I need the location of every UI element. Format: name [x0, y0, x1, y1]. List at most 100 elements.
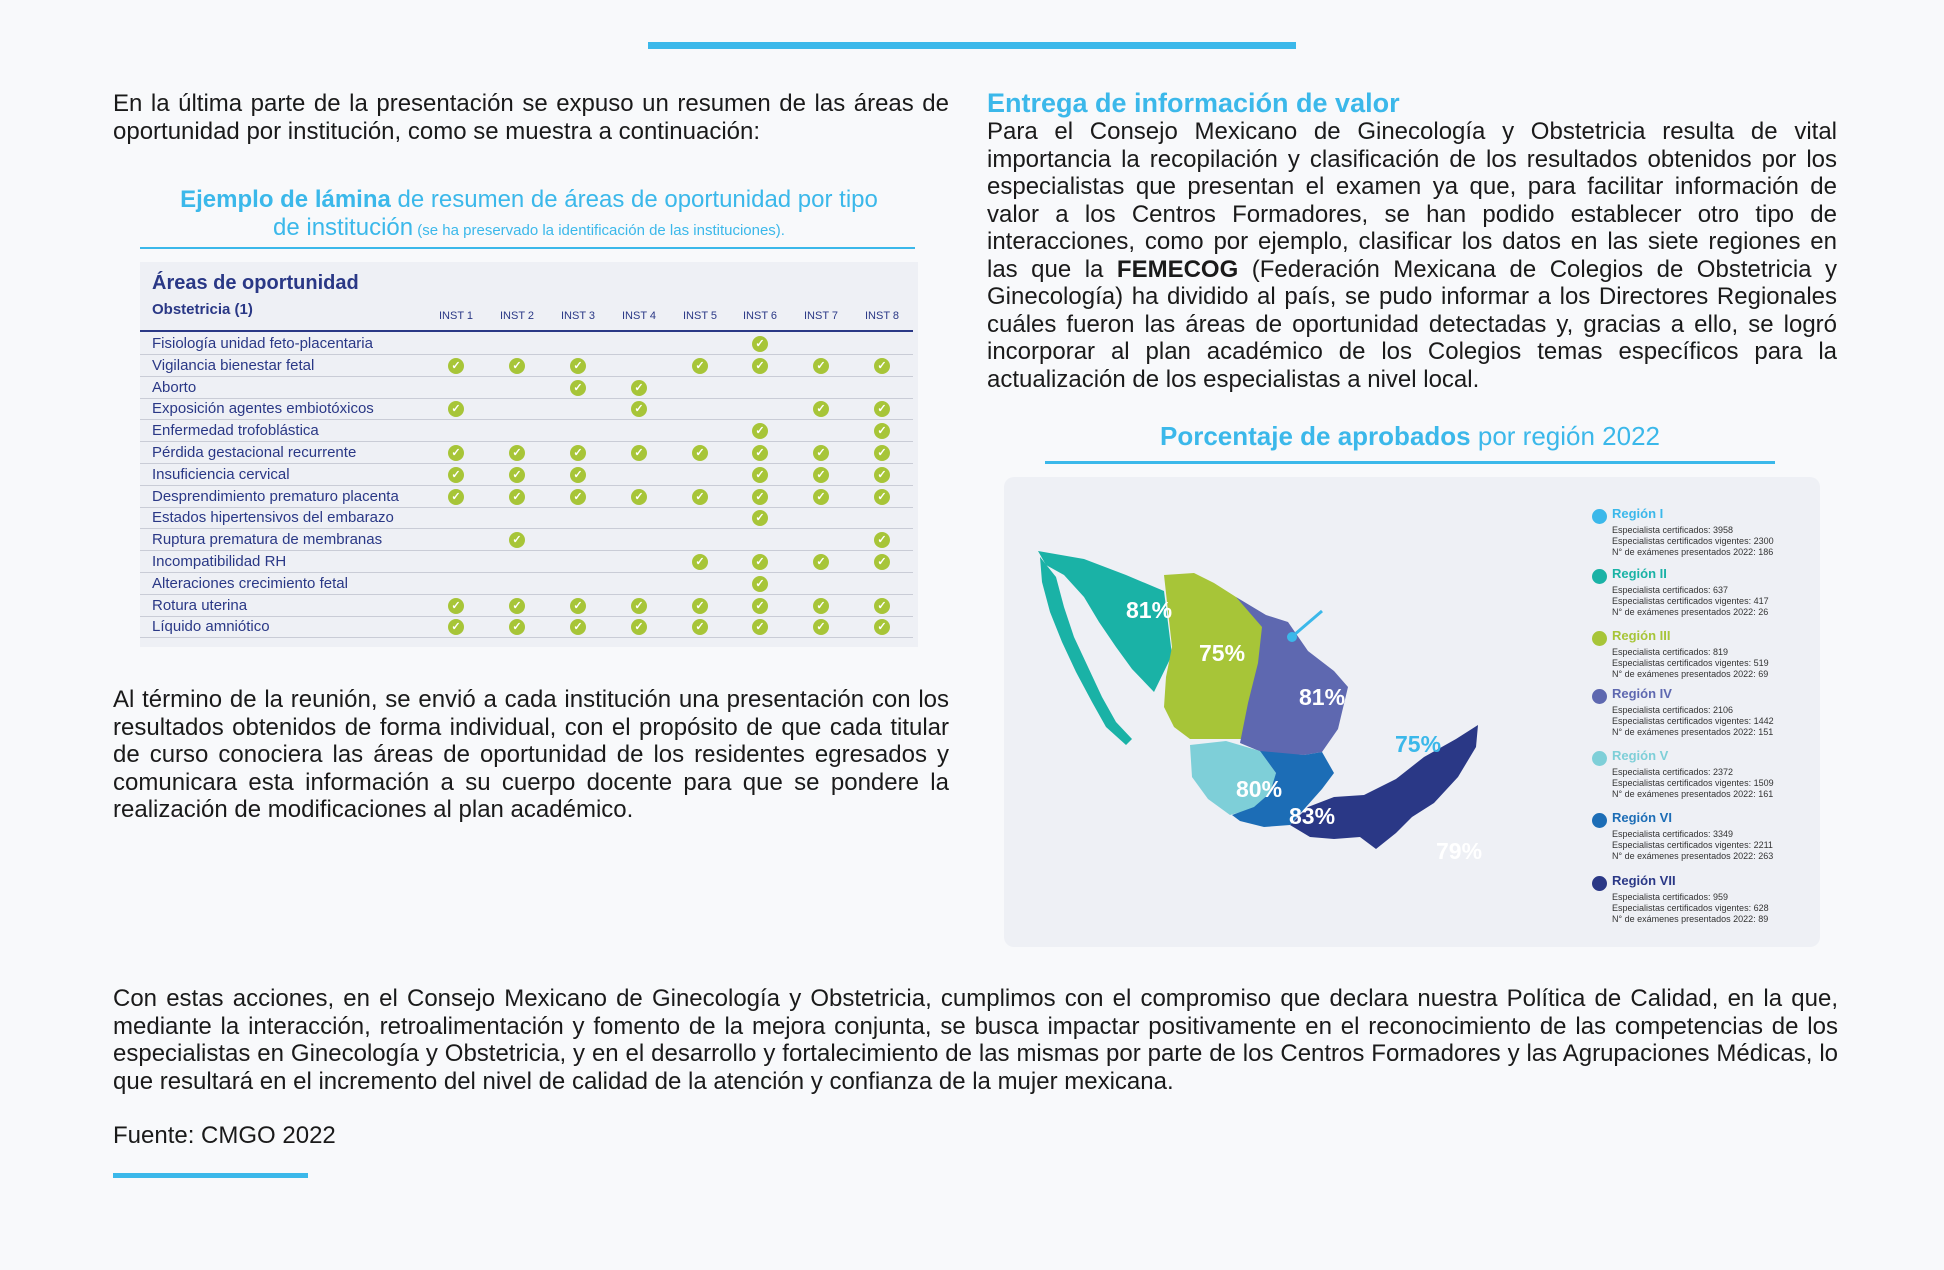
legend-dot-icon — [1592, 631, 1607, 646]
check-icon: ✓ — [752, 488, 768, 505]
row-label: Desprendimiento prematuro placenta — [152, 487, 399, 505]
table-row: Rotura uterina ✓ ✓ ✓ ✓ ✓ ✓ ✓ ✓ — [140, 595, 913, 617]
row-label: Rotura uterina — [152, 596, 248, 614]
map-region-v[interactable] — [1190, 741, 1276, 815]
map-pct-region-6: 83% — [1289, 803, 1336, 829]
map-region-iii[interactable] — [1164, 573, 1266, 739]
table-row: Incompatibilidad RH ✓ ✓ ✓ ✓ — [140, 551, 913, 573]
row-label: Fisiología unidad feto-placentaria — [152, 335, 373, 352]
check-icon: ✓ — [813, 357, 829, 374]
check-icon: ✓ — [692, 597, 708, 614]
check-icon: ✓ — [692, 357, 708, 374]
check-icon: ✓ — [752, 510, 768, 527]
check-icon: ✓ — [874, 619, 890, 636]
section-paragraph: Para el Consejo Mexicano de Ginecología … — [987, 118, 1837, 393]
map-baja-peninsula[interactable] — [1040, 557, 1132, 745]
check-icon: ✓ — [813, 619, 829, 636]
legend-stat: Especialistas certificados vigentes: 628 — [1612, 903, 1769, 913]
check-icon: ✓ — [874, 401, 890, 418]
table-row: Alteraciones crecimiento fetal ✓ — [140, 573, 913, 595]
check-icon: ✓ — [448, 466, 464, 483]
table-subtitle: Obstetricia (1) — [152, 301, 253, 318]
map-caption-rest: por región 2022 — [1470, 421, 1661, 451]
check-icon: ✓ — [448, 488, 464, 505]
table-row: Líquido amniótico ✓ ✓ ✓ ✓ ✓ ✓ ✓ ✓ — [140, 616, 913, 639]
column-header: INST 8 — [864, 310, 900, 322]
check-icon: ✓ — [874, 488, 890, 505]
legend-region-name: Región III — [1612, 628, 1671, 643]
check-icon: ✓ — [813, 466, 829, 483]
check-icon: ✓ — [509, 357, 525, 374]
check-icon: ✓ — [631, 488, 647, 505]
table-row: Enfermedad trofoblástica ✓ ✓ — [140, 420, 913, 443]
legend-stat: Especialista certificados: 819 — [1612, 647, 1729, 657]
bottom-rule — [113, 1173, 308, 1178]
check-icon: ✓ — [631, 619, 647, 636]
mexico-map — [1038, 551, 1478, 849]
legend-region-name: Región VII — [1612, 873, 1676, 888]
legend-region-name: Región VI — [1612, 810, 1672, 825]
check-icon: ✓ — [874, 423, 890, 440]
legend-stat: Especialistas certificados vigentes: 519 — [1612, 658, 1769, 668]
map-pct-region-5: 80% — [1236, 776, 1283, 802]
check-icon: ✓ — [631, 379, 647, 396]
table-row: Estados hipertensivos del embarazo ✓ — [140, 507, 913, 530]
table-row: Pérdida gestacional recurrente ✓ ✓ ✓ ✓ ✓ ✓ ✓ ✓ — [140, 442, 913, 464]
legend-stat: N° de exámenes presentados 2022: 161 — [1612, 789, 1774, 799]
table-title: Áreas de oportunidad — [152, 272, 359, 294]
legend-stat: Especialistas certificados vigentes: 230… — [1612, 536, 1774, 546]
map-region-vii[interactable] — [1290, 725, 1478, 849]
legend-region-name: Región IV — [1612, 686, 1672, 701]
map-caption-bold: Porcentaje de aprobados — [1159, 421, 1471, 451]
table-caption-line2: de institución — [273, 214, 414, 241]
row-label: Aborto — [152, 378, 197, 396]
source-note: Fuente: CMGO 2022 — [113, 1122, 336, 1149]
legend-dot-icon — [1592, 689, 1607, 704]
row-label: Exposición agentes embiotóxicos — [152, 400, 374, 418]
map-pct-region-3: 81% — [1299, 684, 1346, 710]
table-row: Vigilancia bienestar fetal ✓ ✓ ✓ ✓ ✓ ✓ ✓ — [140, 355, 913, 377]
section-heading: Entrega de información de valor — [987, 88, 1400, 118]
map-region-vi[interactable] — [1232, 751, 1334, 827]
check-icon: ✓ — [570, 445, 586, 461]
legend-region-name: Región I — [1612, 506, 1664, 521]
map-region-ii[interactable] — [1038, 551, 1172, 692]
check-icon: ✓ — [509, 445, 525, 461]
legend-stat: Especialistas certificados vigentes: 221… — [1612, 840, 1773, 850]
region-i-callout-line — [1293, 609, 1323, 637]
check-icon: ✓ — [874, 357, 890, 374]
table-row: Insuficiencia cervical ✓ ✓ ✓ ✓ ✓ ✓ — [140, 464, 913, 486]
check-icon: ✓ — [752, 423, 768, 440]
legend-stat: N° de exámenes presentados 2022: 263 — [1612, 851, 1774, 861]
column-header: INST 1 — [438, 310, 474, 322]
table-row: Aborto ✓ ✓ — [140, 377, 913, 399]
map-pct-region-2: 75% — [1199, 640, 1246, 666]
table-caption-note: (se ha preservado la identificación de l… — [413, 222, 785, 239]
check-icon: ✓ — [752, 597, 768, 614]
legend-stat: Especialista certificados: 2106 — [1612, 705, 1734, 715]
legend-stat: N° de exámenes presentados 2022: 69 — [1612, 669, 1769, 679]
opportunity-table: Áreas de oportunidad Obstetricia (1) INS… — [140, 262, 918, 647]
legend-stat: Especialista certificados: 3349 — [1612, 829, 1734, 839]
row-label: Ruptura prematura de membranas — [152, 531, 383, 549]
column-header: INST 4 — [621, 310, 657, 322]
check-icon: ✓ — [752, 357, 768, 374]
check-icon: ✓ — [570, 488, 586, 505]
legend-dot-icon — [1592, 509, 1607, 524]
check-icon: ✓ — [570, 379, 586, 396]
row-label: Alteraciones crecimiento fetal — [152, 574, 348, 592]
legend-stat: Especialista certificados: 3958 — [1612, 525, 1734, 535]
column-header: INST 3 — [560, 310, 596, 322]
table-row: Fisiología unidad feto-placentaria ✓ — [140, 333, 913, 355]
row-label: Incompatibilidad RH — [152, 553, 287, 570]
map-pct-region-4: 75% — [1395, 731, 1442, 757]
map-region-iv[interactable] — [1236, 597, 1348, 755]
legend-stat: Especialistas certificados vigentes: 144… — [1612, 716, 1774, 726]
check-icon: ✓ — [813, 554, 829, 570]
check-icon: ✓ — [752, 575, 768, 592]
map-card — [1004, 477, 1820, 947]
check-icon: ✓ — [692, 445, 708, 461]
table-header-rule — [140, 330, 913, 332]
check-icon: ✓ — [813, 597, 829, 614]
section-text-bold: FEMECOG — [1116, 255, 1239, 283]
